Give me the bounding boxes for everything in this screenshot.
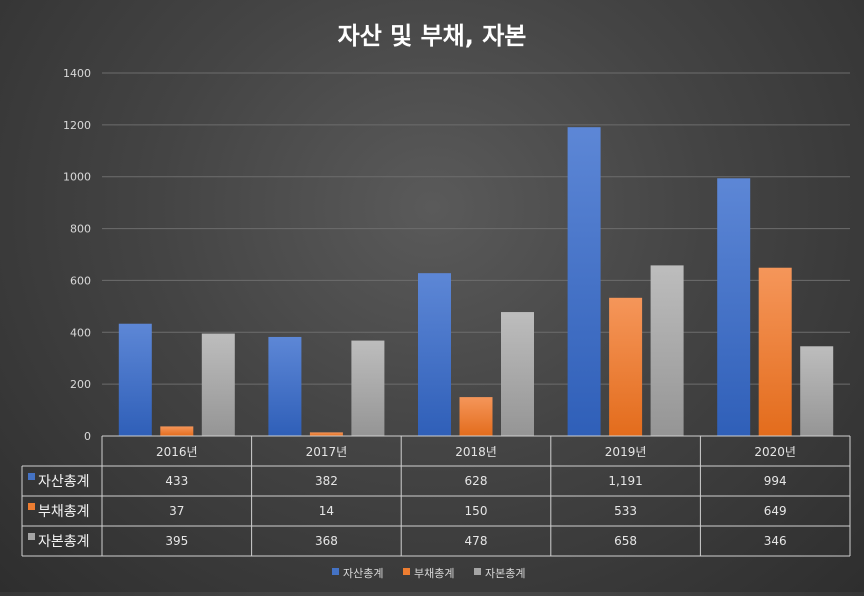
data-label: 395	[165, 534, 188, 548]
bars	[118, 127, 834, 437]
legend-key	[403, 568, 410, 575]
row-series-label: 자본총계	[38, 534, 90, 550]
row-legend-key	[28, 503, 35, 510]
legend-label: 부채총계	[414, 567, 454, 580]
bar	[717, 178, 751, 436]
legend-key	[474, 568, 481, 575]
bar	[160, 426, 194, 436]
y-tick-label: 400	[70, 326, 91, 339]
bar	[309, 432, 343, 436]
bar	[567, 127, 601, 437]
data-label: 1,191	[608, 474, 642, 488]
y-tick-label: 600	[70, 274, 91, 287]
bar	[501, 312, 534, 436]
y-tick-label: 0	[84, 430, 91, 443]
data-label: 368	[315, 534, 338, 548]
bar	[609, 297, 643, 436]
x-category-label: 2018년	[455, 445, 497, 459]
y-tick-label: 1200	[63, 119, 91, 132]
row-legend-key	[28, 473, 35, 480]
data-label: 346	[764, 534, 787, 548]
row-series-label: 부채총계	[38, 504, 90, 520]
x-category-label: 2017년	[306, 445, 348, 459]
bar	[758, 267, 792, 436]
bar	[118, 323, 152, 436]
data-label: 14	[319, 504, 334, 518]
data-label: 628	[465, 474, 488, 488]
data-label: 433	[165, 474, 188, 488]
bar	[418, 273, 451, 436]
x-category-label: 2020년	[754, 445, 796, 459]
y-tick-label: 1000	[63, 171, 91, 184]
bar	[459, 397, 493, 436]
legend-label: 자본총계	[485, 567, 525, 580]
x-category-label: 2019년	[605, 445, 647, 459]
bar	[201, 333, 235, 436]
data-label: 37	[169, 504, 184, 518]
row-series-label: 자산총계	[38, 474, 90, 490]
legend: 자산총계 부채총계 자본총계	[332, 567, 525, 580]
y-tick-label: 1400	[63, 67, 91, 80]
data-label: 658	[614, 534, 637, 548]
data-label: 382	[315, 474, 338, 488]
data-label: 994	[764, 474, 787, 488]
data-label: 150	[465, 504, 488, 518]
data-label: 478	[465, 534, 488, 548]
gridlines	[102, 72, 850, 385]
bar	[800, 346, 834, 436]
y-axis-ticks: 0 200 400 600 800 1000 1200 1400	[63, 67, 91, 443]
y-tick-label: 800	[70, 223, 91, 236]
y-tick-label: 200	[70, 378, 91, 391]
legend-label: 자산총계	[343, 567, 383, 580]
data-label: 649	[764, 504, 787, 518]
bar	[351, 340, 385, 436]
bar	[268, 336, 302, 436]
data-label: 533	[614, 504, 637, 518]
bar	[650, 265, 684, 436]
row-legend-key	[28, 533, 35, 540]
legend-key	[332, 568, 339, 575]
x-category-label: 2016년	[156, 445, 198, 459]
chart-title: 자산 및 부채, 자본	[338, 22, 527, 50]
